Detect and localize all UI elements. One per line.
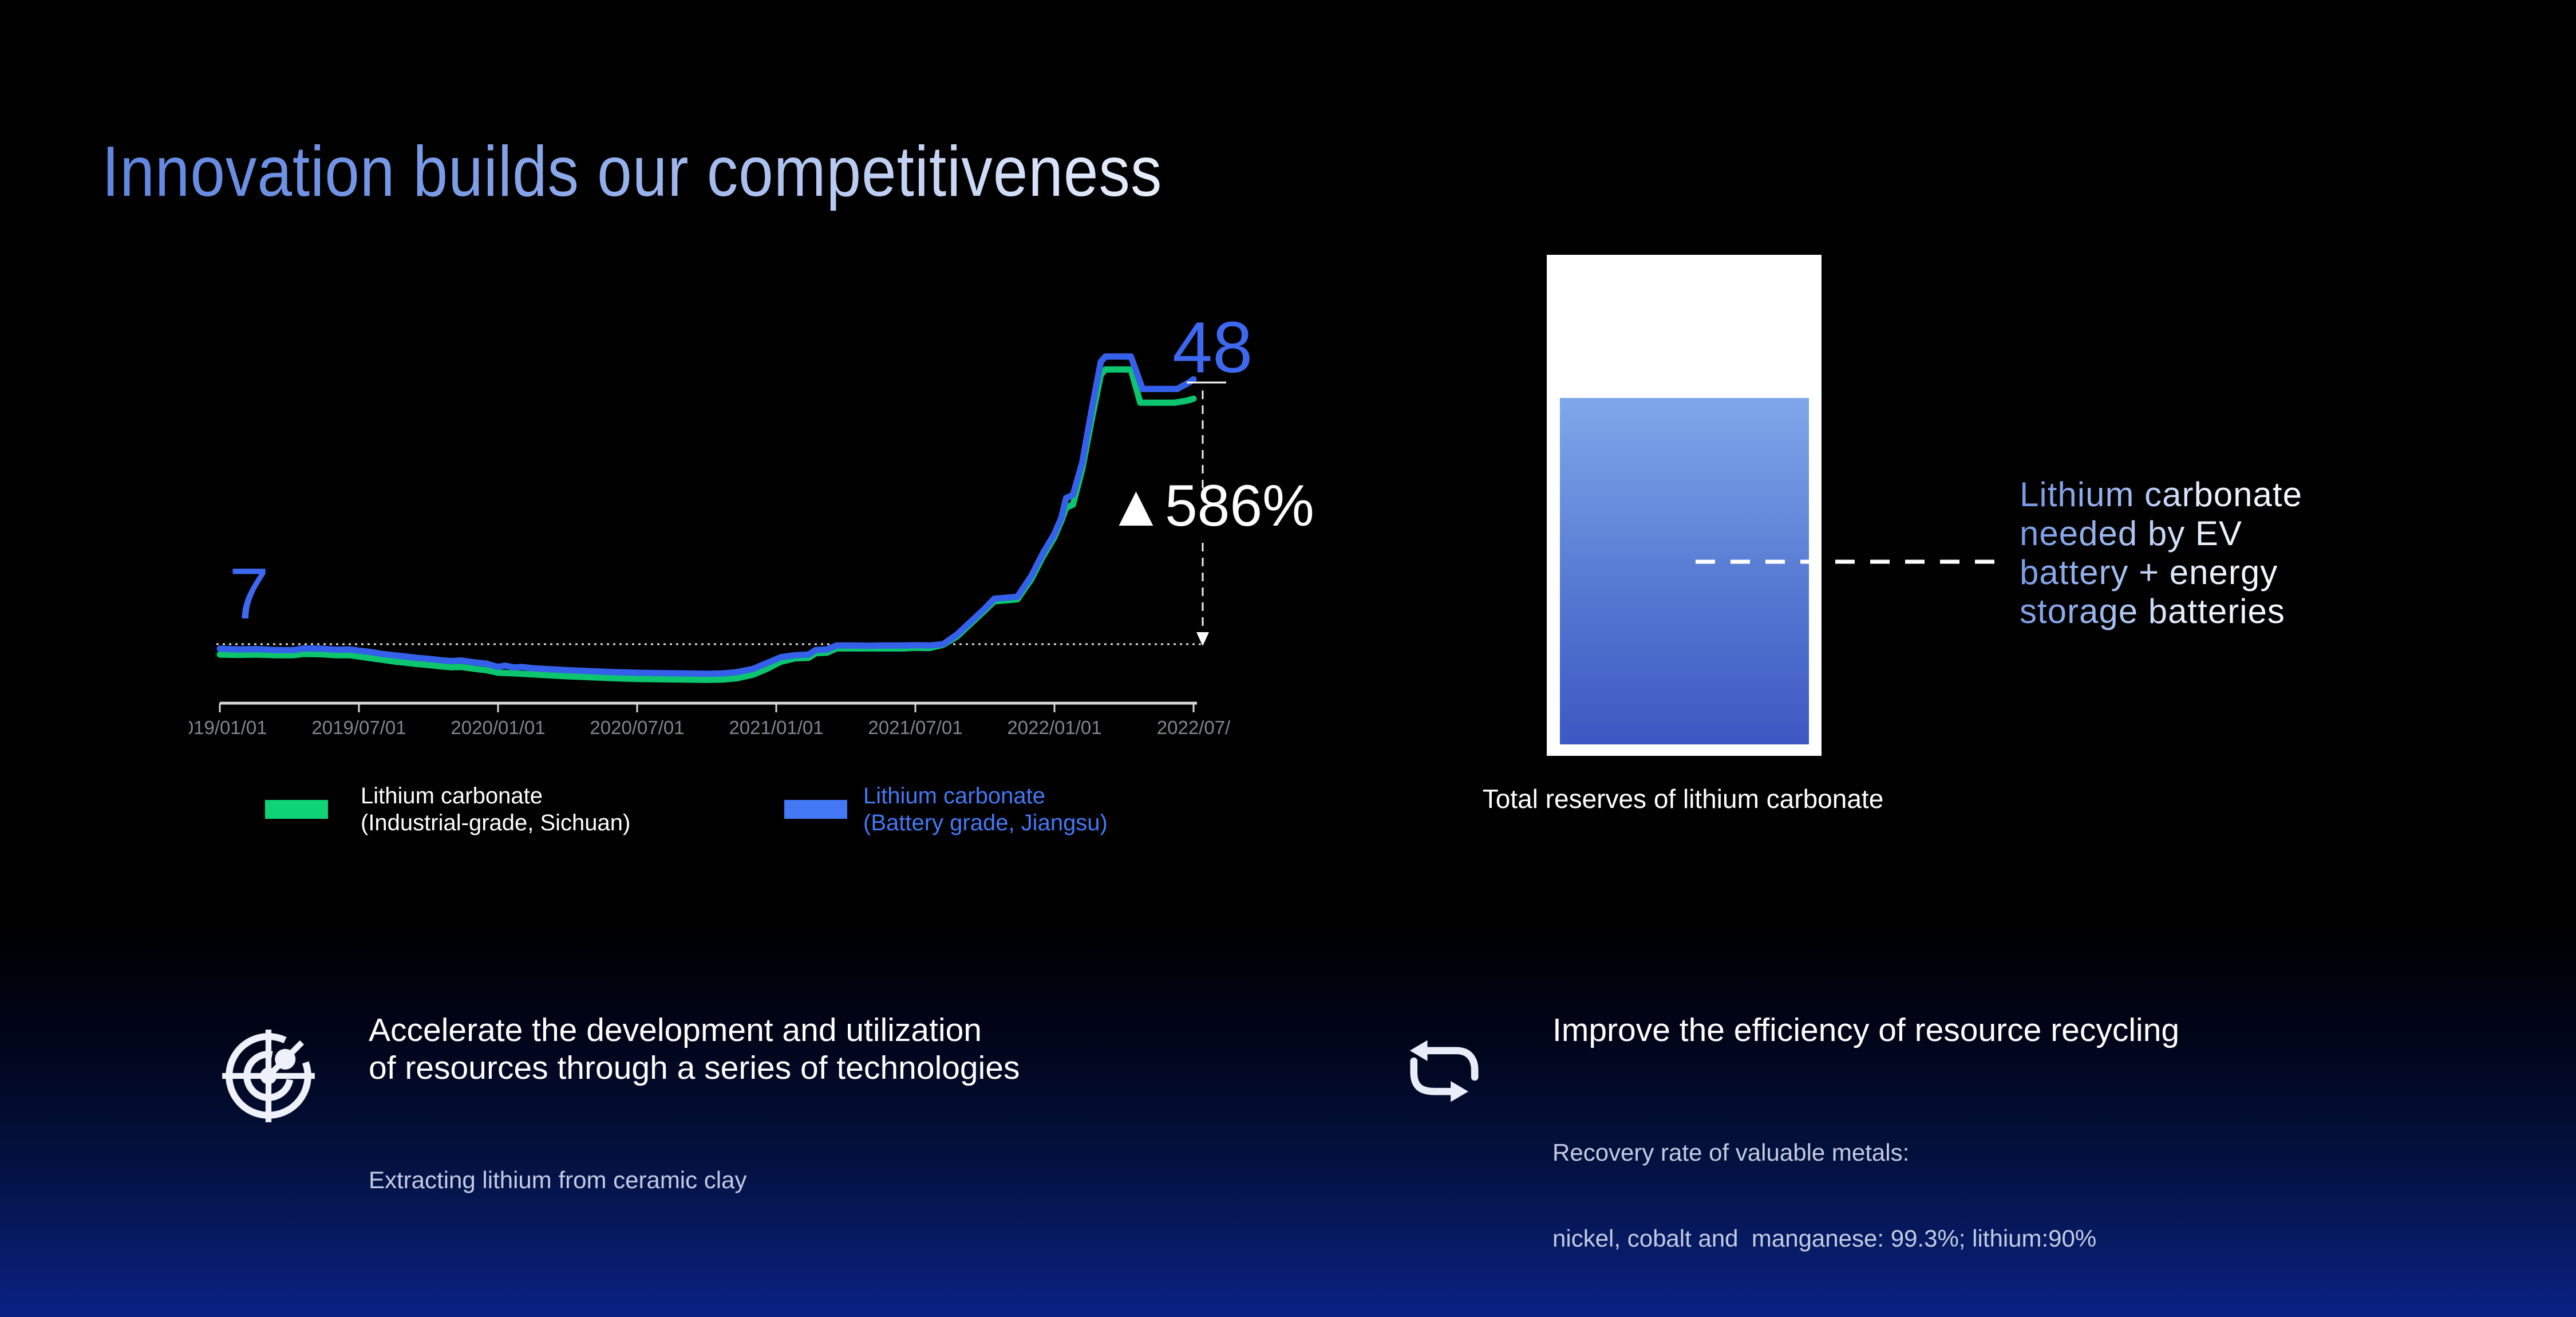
initiative-sub-development: Extracting lithium from ceramic clay <box>369 1109 747 1223</box>
legend-label-line: (Industrial-grade, Sichuan) <box>361 810 631 835</box>
page-title: Innovation builds our competitiveness <box>102 132 1163 212</box>
reserves-annotation-line: battery + energy <box>2020 553 2278 592</box>
x-axis-tick-label: 2021/01/01 <box>729 717 823 738</box>
price-line-chart: 2019/01/01 2019/07/01 2020/01/01 2020/07/01… <box>189 307 1314 738</box>
legend-label-line: (Battery grade, Jiangsu) <box>863 810 1108 835</box>
legend-swatch-battery <box>784 800 847 819</box>
legend-label-line: Lithium carbonate <box>361 783 543 809</box>
initiative-heading-development: Accelerate the development and utilizati… <box>369 1011 1020 1087</box>
change-arrowhead-icon <box>1196 632 1209 646</box>
reserves-filled-bar <box>1560 398 1809 744</box>
reserves-annotation: Lithium carbonate needed by EV battery +… <box>2020 475 2302 631</box>
reserves-annotation-line: needed by EV <box>2020 514 2242 553</box>
radar-target-icon <box>222 1030 315 1122</box>
x-axis-tick-label: 2019/01/01 <box>189 717 267 738</box>
reserves-caption: Total reserves of lithium carbonate <box>1482 784 1884 814</box>
industrial-grade-line <box>216 366 1197 683</box>
x-axis: 2019/01/01 2019/07/01 2020/01/01 2020/07/01… <box>189 701 1231 738</box>
change-percent-label: ▲586% <box>1107 473 1314 538</box>
initiative-heading-line: Accelerate the development and utilizati… <box>369 1012 982 1048</box>
initiative-sub-line: Recovery rate of valuable metals: <box>1552 1139 1910 1166</box>
x-axis-tick-label: 2021/07/01 <box>868 717 962 738</box>
start-value-label: 7 <box>229 553 269 634</box>
end-value-label: 48 <box>1172 307 1253 388</box>
initiative-sub-line: Extracting lithium from ceramic clay <box>369 1166 747 1193</box>
x-axis-tick-label: 2020/07/01 <box>590 717 684 738</box>
x-axis-tick-label: 2019/07/01 <box>311 717 406 738</box>
legend-swatch-industrial <box>265 800 328 819</box>
initiative-sub-line: nickel, cobalt and manganese: 99.3%; lit… <box>1552 1225 2097 1252</box>
legend-label-line: Lithium carbonate <box>863 783 1045 809</box>
initiative-heading-line: of resources through a series of technol… <box>369 1050 1020 1086</box>
legend-label-battery: Lithium carbonate (Battery grade, Jiangs… <box>863 783 1108 837</box>
initiative-heading-line: Improve the efficiency of resource recyc… <box>1552 1012 2180 1048</box>
x-axis-tick-label: 2020/01/01 <box>451 717 545 738</box>
legend-label-industrial: Lithium carbonate (Industrial-grade, Sic… <box>361 783 630 837</box>
initiative-sub-recycling: Recovery rate of valuable metals: nickel… <box>1552 1081 2096 1281</box>
x-axis-tick-label: 2022/07/ <box>1157 717 1231 738</box>
reserves-annotation-line: Lithium carbonate <box>2020 475 2302 514</box>
x-axis-tick-label: 2022/01/01 <box>1007 717 1101 738</box>
recycle-loop-icon <box>1409 1040 1479 1102</box>
reserves-callout-dashed-line <box>1696 559 2008 564</box>
battery-grade-line <box>216 353 1197 677</box>
initiative-heading-recycling: Improve the efficiency of resource recyc… <box>1552 1011 2179 1049</box>
reserves-annotation-line: storage batteries <box>2020 592 2285 630</box>
